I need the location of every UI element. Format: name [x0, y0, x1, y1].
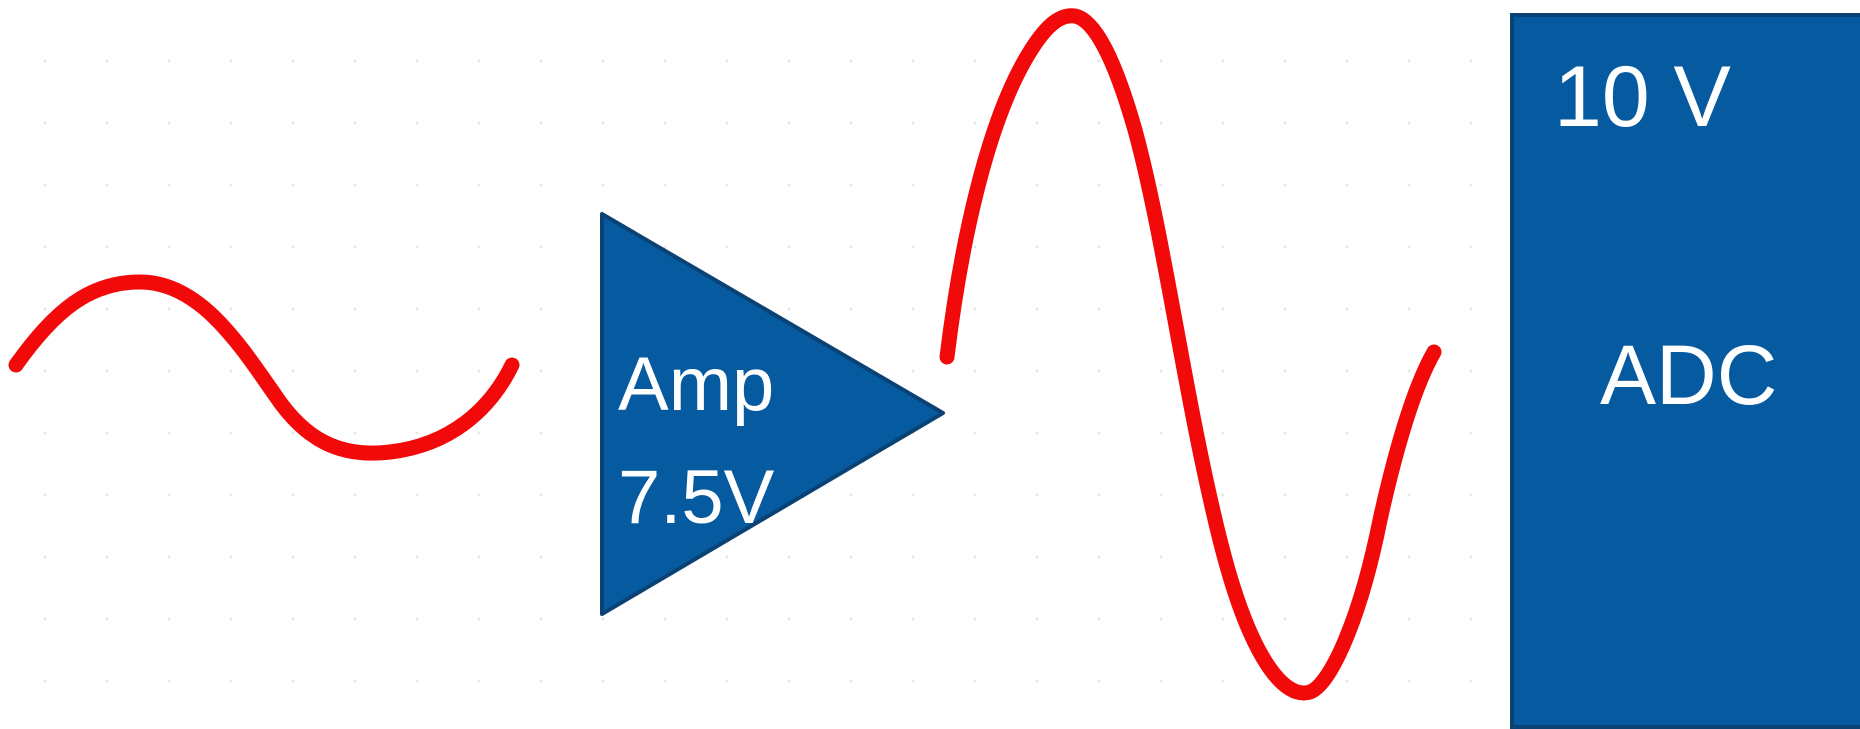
adc-block	[1510, 13, 1860, 729]
amplifier-gain-label: 7.5V	[618, 455, 775, 540]
input-sine-wave	[8, 274, 520, 461]
output-sine-wave	[939, 8, 1442, 701]
adc-label: ADC	[1600, 328, 1777, 422]
adc-range-label: 10 V	[1554, 49, 1731, 145]
amplifier-label: Amp	[618, 342, 774, 427]
amplifier-block	[600, 212, 945, 616]
